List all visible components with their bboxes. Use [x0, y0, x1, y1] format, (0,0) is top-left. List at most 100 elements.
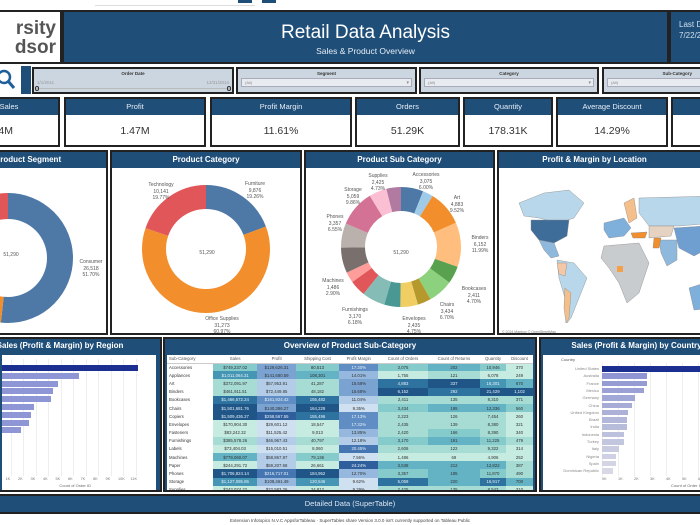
- table-cell: $140,396.27: [257, 403, 296, 413]
- category-dropdown[interactable]: (All) ▾: [424, 78, 594, 87]
- table-row[interactable]: Paper $244,291.72 $59,207.68 26,661 24.24% 3,…: [167, 461, 533, 470]
- table-row[interactable]: Chairs $1,501,681.76 $140,396.27 164,229 9.3…: [167, 403, 533, 413]
- table-row[interactable]: Storage $1,127,085.86 $108,461.49 120,546 9.…: [167, 477, 533, 486]
- table-cell: 135: [427, 395, 481, 404]
- table-row[interactable]: Appliances $1,011,064.31 $141,680.59 108,30…: [167, 371, 533, 380]
- table-cell: 2,223: [378, 412, 428, 421]
- segment-donut-chart[interactable]: [0, 188, 78, 328]
- detailed-data-button[interactable]: Detailed Data (SuperTable): [0, 494, 700, 514]
- bar[interactable]: [2, 388, 53, 395]
- bar[interactable]: [602, 366, 700, 372]
- category-donut-chart[interactable]: [139, 182, 274, 317]
- table-cell: 4,883: [378, 379, 428, 388]
- table-cell: 260: [505, 412, 533, 421]
- bar[interactable]: [602, 424, 627, 430]
- table-row[interactable]: Machines $779,060.07 $58,867.87 79,136 7.56%…: [167, 453, 533, 462]
- table-cell: 122: [427, 444, 481, 454]
- table-row[interactable]: Furnishings $385,578.26 $46,967.43 40,797 12…: [167, 436, 533, 445]
- column-header[interactable]: Quantity: [480, 355, 506, 364]
- table-cell: 16,301: [480, 379, 506, 388]
- bar[interactable]: [602, 439, 624, 445]
- panel-title: Product Segment: [0, 152, 106, 168]
- table-cell: $1,509,436.27: [213, 412, 258, 421]
- sub-category-dropdown[interactable]: (All): [607, 78, 700, 87]
- bar[interactable]: [2, 396, 51, 403]
- table-row[interactable]: Phones $1,706,824.14 $216,717.01 184,952 12.…: [167, 469, 533, 478]
- country-label: Spain: [588, 460, 599, 466]
- bar[interactable]: [602, 395, 636, 401]
- table-row[interactable]: Copiers $1,509,436.27 $258,567.55 155,496 17…: [167, 412, 533, 421]
- bar[interactable]: [2, 372, 80, 379]
- bar[interactable]: [602, 460, 616, 467]
- sub-category-filter[interactable]: Sub-Category (All): [602, 67, 700, 94]
- column-header[interactable]: Sales: [213, 355, 258, 364]
- bar[interactable]: [2, 380, 58, 387]
- table-cell: 8,390: [480, 428, 506, 437]
- bar[interactable]: [602, 409, 629, 416]
- table-cell: 15.58%: [339, 379, 379, 388]
- table-cell: 212: [427, 461, 481, 470]
- date-slider-track[interactable]: [36, 88, 230, 89]
- table-cell: Chairs: [167, 403, 213, 413]
- logo-text: dsor: [14, 37, 56, 58]
- column-header[interactable]: Count of Orders: [378, 355, 428, 364]
- footer-note: Extension Infotopics N.V.C AppsforTablea…: [229, 518, 470, 523]
- table-row[interactable]: Envelopes $170,904.30 $29,601.12 18,547 17.3…: [167, 420, 533, 429]
- column-header[interactable]: Profit: [257, 355, 296, 364]
- table-row[interactable]: Binders $461,911.51 $72,449.85 48,182 15.68%…: [167, 387, 533, 396]
- bar[interactable]: [602, 387, 645, 394]
- bar[interactable]: [2, 419, 30, 426]
- axis-tick: 10K: [118, 477, 125, 481]
- world-map[interactable]: © 2024 Mapbox © OpenStreetMap: [499, 168, 700, 335]
- table-cell: Bookcases: [167, 395, 213, 404]
- column-header[interactable]: Count of Returns: [427, 355, 481, 364]
- table-cell: 8,380: [480, 420, 506, 429]
- table-row[interactable]: Labels $73,404.03 $15,010.51 8,060 20.45% 2,6…: [167, 444, 533, 454]
- filter-label: Order Date: [121, 71, 145, 76]
- table-cell: $170,904.30: [213, 420, 258, 429]
- order-date-filter[interactable]: Order Date 1/1/2011 12/31/2014: [32, 67, 234, 94]
- table-row[interactable]: Accessories $749,237.02 $129,626.31 80,513 1…: [167, 363, 533, 372]
- bar[interactable]: [2, 365, 138, 371]
- table-cell: 6,078: [480, 371, 506, 380]
- bar[interactable]: [602, 373, 648, 379]
- table-cell: 16,917: [480, 477, 506, 486]
- table-cell: 41,287: [295, 379, 340, 388]
- date-slider-handle-end[interactable]: [227, 86, 231, 91]
- column-header[interactable]: Profit Margin: [339, 355, 379, 364]
- panel-title: Product Category: [112, 152, 300, 168]
- bar[interactable]: [602, 417, 627, 423]
- bar[interactable]: [602, 446, 620, 452]
- search-button[interactable]: [0, 66, 20, 94]
- bar[interactable]: [2, 411, 31, 418]
- segment-dropdown[interactable]: (All) ▾: [241, 78, 412, 87]
- table-cell: $11,525.42: [257, 428, 296, 437]
- bar[interactable]: [602, 380, 648, 387]
- bar[interactable]: [2, 427, 21, 434]
- segment-filter[interactable]: Segment (All) ▾: [236, 67, 417, 94]
- category-filter[interactable]: Category (All) ▾: [419, 67, 599, 94]
- bar[interactable]: [2, 404, 35, 410]
- table-cell: $108,461.49: [257, 477, 296, 486]
- axis-label: Count of Order ID: [671, 483, 700, 488]
- table-row[interactable]: Fasteners $83,242.32 $11,525.42 9,013 13.85%…: [167, 428, 533, 437]
- table-cell: 17.13%: [339, 412, 379, 421]
- country-label: Dominican Republic: [563, 468, 599, 474]
- table-cell: 5,059: [378, 477, 428, 486]
- bar[interactable]: [602, 468, 614, 474]
- region-bar-chart[interactable]: Count of Order ID 1K 2K 3K 4K 5K 6K 7K 8K 9K 10K 1…: [2, 355, 156, 490]
- column-header[interactable]: Shipping Cost: [295, 355, 340, 364]
- bar[interactable]: [602, 402, 633, 408]
- table-row[interactable]: Art $372,091.97 $57,953.91 41,287 15.58% 4,88…: [167, 379, 533, 388]
- bar[interactable]: [602, 431, 625, 438]
- table-row[interactable]: Bookcases $1,466,572.24 $161,924.42 155,482…: [167, 395, 533, 404]
- column-header[interactable]: Discount: [505, 355, 533, 364]
- table-row[interactable]: Supplies $243,074.22 $22,583.26 24,812 9.29%…: [167, 485, 533, 490]
- column-header[interactable]: Sub-Category: [167, 355, 213, 364]
- panel-title: Overview of Product Sub-Category: [283, 341, 417, 350]
- date-slider-handle-start[interactable]: [35, 86, 39, 91]
- country-bar-chart[interactable]: Country Count of Order ID 0K 1K 2K 3K 4K 5K 6K…: [543, 355, 700, 490]
- subcategory-donut-chart[interactable]: [339, 185, 464, 310]
- bar[interactable]: [602, 453, 617, 460]
- table-cell: $1,501,681.76: [213, 403, 258, 413]
